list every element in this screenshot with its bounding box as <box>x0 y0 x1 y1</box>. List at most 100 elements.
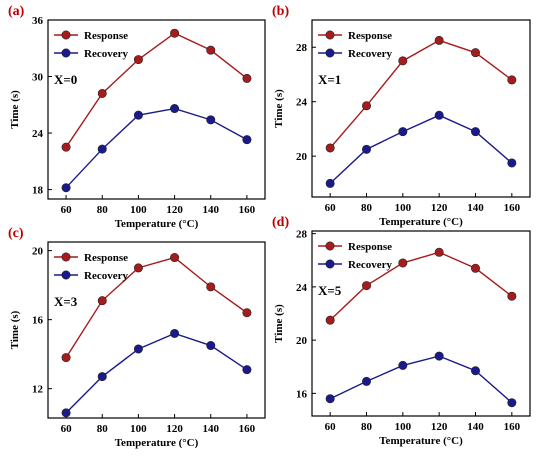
x-tick-label: 120 <box>431 421 448 433</box>
legend-marker-response <box>61 30 71 40</box>
x-tick-label: 100 <box>395 202 412 214</box>
data-point-recovery <box>206 115 216 125</box>
data-point-response <box>398 258 408 268</box>
x-tick-label: 160 <box>504 202 521 214</box>
panel-label: (c) <box>8 226 24 241</box>
series-line-recovery <box>65 332 248 414</box>
legend-label-response: Response <box>348 30 392 42</box>
x-tick-label: 100 <box>130 423 147 435</box>
series-line-recovery <box>329 114 513 184</box>
data-point-response <box>242 308 252 318</box>
legend-marker-recovery <box>325 259 335 269</box>
data-point-response <box>97 296 107 306</box>
x-tick-label: 140 <box>203 423 220 435</box>
legend-label-recovery: Recovery <box>348 48 392 60</box>
series-line-recovery <box>65 107 248 189</box>
x-tick-label: 160 <box>504 421 521 433</box>
data-point-recovery <box>61 408 71 418</box>
data-point-response <box>97 88 107 98</box>
y-tick-label: 36 <box>32 15 44 27</box>
data-point-recovery <box>170 104 180 114</box>
data-point-response <box>434 247 444 257</box>
legend-marker-response <box>61 252 71 262</box>
data-point-recovery <box>361 376 371 386</box>
data-point-response <box>361 101 371 111</box>
series-line-response <box>65 256 248 358</box>
x-axis-title: Temperature (°C) <box>379 435 463 447</box>
legend-marker-response <box>325 241 335 251</box>
panel-label: (b) <box>272 4 289 19</box>
y-tick-label: 24 <box>296 282 308 294</box>
y-axis-title: Time (s) <box>273 89 285 128</box>
data-point-response <box>61 353 71 363</box>
panel-label: (a) <box>8 4 25 19</box>
composition-annotation: X=0 <box>54 72 77 87</box>
x-tick-label: 100 <box>395 421 412 433</box>
data-point-response <box>325 315 335 325</box>
y-tick-label: 24 <box>296 97 308 109</box>
x-tick-label: 60 <box>325 421 337 433</box>
legend-label-response: Response <box>84 30 128 42</box>
y-tick-label: 28 <box>296 42 308 54</box>
data-point-recovery <box>325 394 335 404</box>
data-point-recovery <box>434 351 444 361</box>
x-tick-label: 60 <box>325 202 337 214</box>
x-tick-label: 80 <box>361 421 373 433</box>
x-tick-label: 140 <box>203 204 220 216</box>
data-point-response <box>325 143 335 153</box>
data-point-recovery <box>242 365 252 375</box>
chart-panel-4: 60 80 100 120 140 160 16 20 24 28 Temperature (°C)… <box>272 215 531 447</box>
data-point-recovery <box>470 127 480 137</box>
x-tick-label: 60 <box>61 204 73 216</box>
composition-annotation: X=1 <box>318 72 341 87</box>
data-point-recovery <box>242 135 252 145</box>
series-line-response <box>329 39 513 149</box>
panel-label: (d) <box>272 215 289 230</box>
legend-label-response: Response <box>84 252 128 264</box>
legend-label-recovery: Recovery <box>348 259 392 271</box>
y-tick-label: 28 <box>296 229 308 241</box>
plot-frame <box>47 241 266 419</box>
data-point-response <box>133 55 143 65</box>
y-tick-label: 30 <box>32 72 44 84</box>
y-tick-label: 20 <box>32 246 44 258</box>
data-point-recovery <box>170 328 180 338</box>
x-tick-label: 120 <box>166 423 183 435</box>
series-line-response <box>65 32 248 148</box>
legend-label-response: Response <box>348 241 392 253</box>
y-axis-title: Time (s) <box>9 90 21 129</box>
data-point-recovery <box>361 144 371 154</box>
series-line-response <box>329 251 513 321</box>
data-point-recovery <box>507 158 517 168</box>
data-point-response <box>470 48 480 58</box>
x-tick-label: 140 <box>467 202 484 214</box>
data-point-recovery <box>97 372 107 382</box>
plot-frame <box>311 19 531 198</box>
composition-annotation: X=3 <box>54 294 78 309</box>
legend-marker-recovery <box>61 270 71 280</box>
series-line-recovery <box>329 355 513 404</box>
data-point-response <box>206 45 216 55</box>
data-point-recovery <box>61 183 71 193</box>
data-point-response <box>507 291 517 301</box>
data-point-response <box>61 142 71 152</box>
data-point-response <box>170 253 180 263</box>
data-point-recovery <box>470 366 480 376</box>
data-point-response <box>434 35 444 45</box>
plot-frame <box>47 19 266 200</box>
y-axis-title: Time (s) <box>273 304 285 343</box>
x-tick-label: 160 <box>239 204 256 216</box>
chart-panel-2: 60 80 100 120 140 160 20 24 28 Temperature (°C) Ti… <box>272 4 531 228</box>
data-point-response <box>470 263 480 273</box>
legend-label-recovery: Recovery <box>84 270 128 282</box>
x-axis-title: Temperature (°C) <box>379 216 463 228</box>
data-point-response <box>170 28 180 38</box>
composition-annotation: X=5 <box>318 283 342 298</box>
legend-marker-response <box>325 30 335 40</box>
x-axis-title: Temperature (°C) <box>115 437 199 449</box>
data-point-recovery <box>133 344 143 354</box>
data-point-response <box>206 282 216 292</box>
x-axis-title: Temperature (°C) <box>115 218 199 230</box>
